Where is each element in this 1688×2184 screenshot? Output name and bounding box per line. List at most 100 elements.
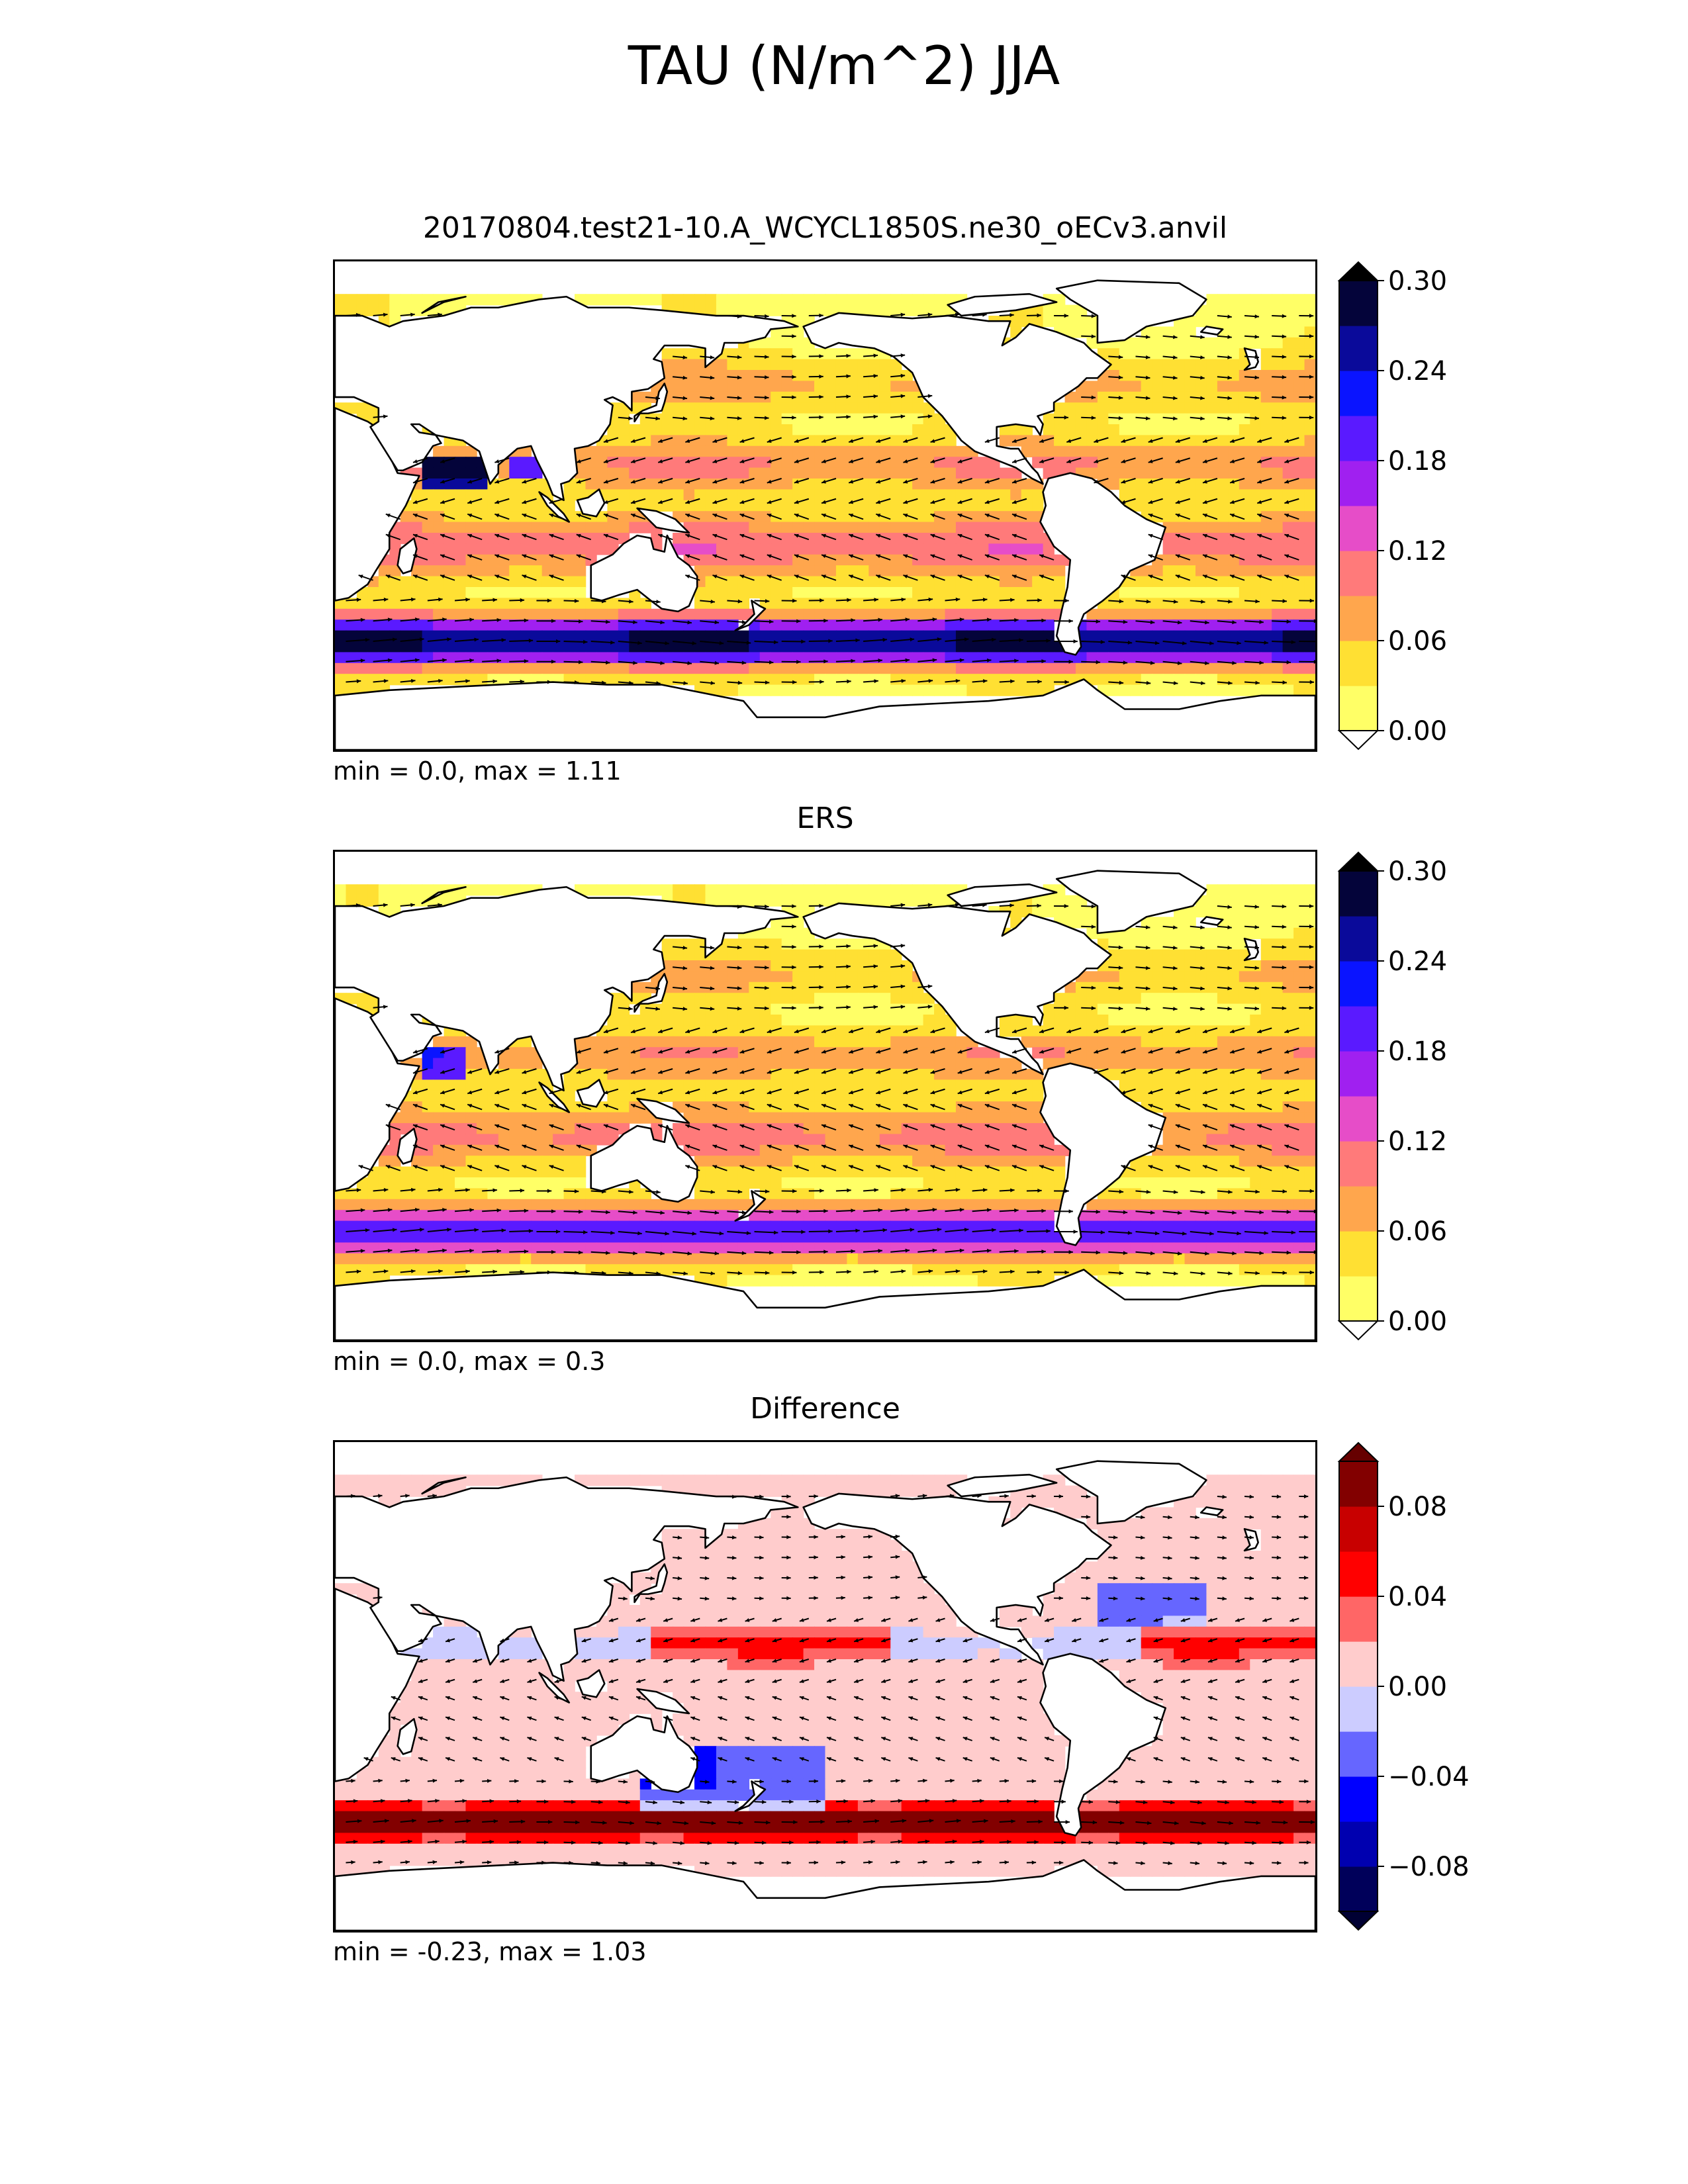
- stress-vector-head: [677, 1861, 682, 1866]
- stress-vector-head: [929, 1819, 934, 1823]
- stress-vector-head: [603, 459, 608, 463]
- stress-vector-head: [603, 439, 608, 443]
- stress-vector-head: [873, 374, 878, 379]
- stress-vector-head: [410, 1269, 416, 1273]
- stress-vector-head: [1011, 1165, 1017, 1169]
- stress-vector-head: [1014, 1249, 1019, 1253]
- stress-vector-head: [1145, 355, 1150, 359]
- stress-vector-head: [496, 1249, 501, 1253]
- stress-vector-head: [1257, 1165, 1262, 1169]
- stress-vector-head: [1235, 1659, 1240, 1663]
- stress-vector-head: [1180, 1757, 1186, 1761]
- stress-vector-head: [473, 1696, 478, 1700]
- stress-vector-head: [789, 1799, 794, 1804]
- colorbar-tick-label: 0.30: [1388, 856, 1447, 887]
- stress-vector-head: [1262, 1696, 1268, 1700]
- colorbar-segment: [1339, 1051, 1378, 1097]
- stress-vector-head: [792, 375, 796, 379]
- stress-vector-head: [955, 312, 960, 317]
- stress-vector-head: [438, 1269, 443, 1273]
- stress-vector-head: [1202, 574, 1207, 579]
- stress-vector-head: [956, 1819, 961, 1823]
- stress-vector-head: [547, 598, 552, 603]
- stress-vector-head: [794, 1165, 799, 1169]
- stress-vector-head: [849, 500, 854, 504]
- stress-vector-head: [959, 658, 964, 662]
- stress-vector-head: [767, 1144, 772, 1149]
- stress-vector-head: [410, 312, 415, 317]
- stress-vector-head: [841, 1575, 845, 1580]
- stress-vector-head: [927, 312, 933, 317]
- stress-vector-head: [440, 1090, 445, 1095]
- stress-vector-head: [1118, 966, 1123, 970]
- stress-vector-head: [384, 1819, 389, 1823]
- stress-vector-head: [928, 678, 933, 683]
- stress-vector-head: [500, 1696, 505, 1700]
- stress-vector-head: [576, 459, 581, 463]
- stress-vector-head: [1200, 1007, 1205, 1011]
- stress-vector-head: [1012, 514, 1017, 518]
- stress-vector-head: [1140, 1535, 1145, 1540]
- stress-vector-head: [882, 1228, 887, 1232]
- stress-vector-head: [418, 1716, 423, 1721]
- stress-vector-head: [351, 1778, 355, 1783]
- stress-vector-head: [602, 599, 606, 604]
- stress-vector-head: [418, 1638, 423, 1643]
- stress-vector-head: [903, 459, 908, 463]
- stress-vector-head: [1068, 619, 1073, 623]
- stress-vector-head: [767, 574, 772, 579]
- stress-vector-head: [554, 1737, 559, 1741]
- stress-vector-head: [1175, 1050, 1180, 1054]
- stress-vector-head: [445, 1737, 450, 1741]
- stress-vector-head: [459, 1860, 465, 1864]
- stress-vector-head: [719, 1231, 724, 1236]
- stress-vector-head: [868, 1575, 873, 1580]
- stress-vector-head: [765, 904, 769, 909]
- stress-vector-head: [445, 1659, 450, 1663]
- stress-vector-head: [1276, 1535, 1282, 1539]
- stress-vector-head: [990, 1696, 995, 1700]
- colorbar-segment: [1339, 961, 1378, 1007]
- stress-vector-head: [420, 637, 424, 642]
- stress-vector-head: [1148, 439, 1153, 443]
- stress-vector-head: [658, 1069, 663, 1074]
- stress-vector-head: [792, 924, 796, 929]
- stress-vector-head: [442, 1248, 447, 1253]
- stress-vector-head: [383, 414, 388, 419]
- stress-vector-head: [576, 1050, 581, 1054]
- stress-vector-head: [442, 617, 447, 622]
- stress-vector-head: [660, 1210, 665, 1215]
- stress-vector-head: [908, 1617, 914, 1622]
- stress-vector-head: [1309, 965, 1314, 970]
- stress-vector-head: [1153, 1638, 1158, 1643]
- stress-vector-head: [1262, 1737, 1268, 1741]
- stress-vector-head: [1202, 1029, 1207, 1034]
- land-outline: [576, 1669, 606, 1698]
- stress-vector-head: [712, 1104, 718, 1108]
- colorbar-tick-label: 0.00: [1388, 1672, 1447, 1702]
- stress-vector-head: [731, 1555, 737, 1560]
- stress-vector-head: [581, 1737, 586, 1741]
- stress-vector-head: [843, 1799, 848, 1803]
- stress-vector-head: [846, 964, 851, 969]
- stress-vector-head: [957, 574, 962, 579]
- stress-vector-head: [1012, 459, 1017, 463]
- stress-vector-head: [1066, 1050, 1072, 1054]
- stress-vector-head: [1145, 966, 1150, 970]
- stress-vector-head: [1121, 1090, 1126, 1095]
- stress-vector-head: [1254, 416, 1259, 420]
- stress-vector-head: [579, 1250, 583, 1255]
- stress-vector-head: [522, 554, 527, 559]
- stress-vector-head: [1086, 1596, 1091, 1601]
- stress-vector-head: [467, 1090, 473, 1095]
- stress-vector-head: [1118, 1006, 1123, 1011]
- stress-vector-head: [792, 334, 796, 339]
- stress-vector-head: [1230, 1090, 1235, 1095]
- stress-vector-head: [814, 1596, 818, 1600]
- colorbar-segment: [1339, 1141, 1378, 1187]
- stress-vector-head: [1254, 986, 1259, 991]
- stress-vector-head: [692, 1231, 696, 1236]
- stress-vector-head: [1202, 479, 1207, 484]
- stress-vector-head: [1148, 1144, 1153, 1149]
- colorbar-under-extension: [1337, 1320, 1380, 1341]
